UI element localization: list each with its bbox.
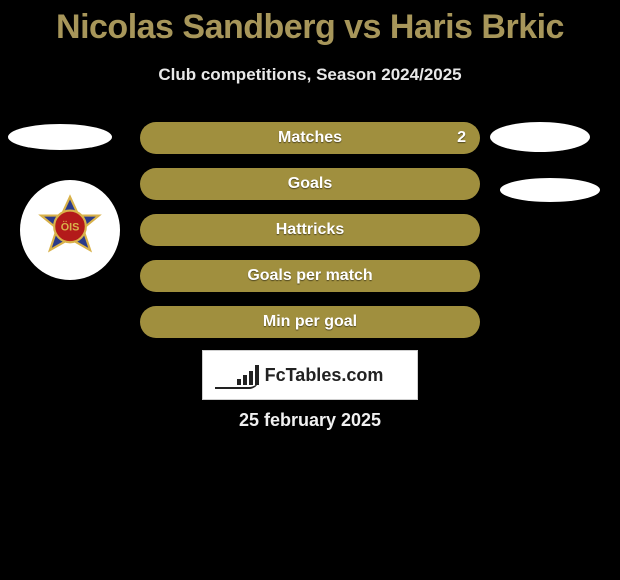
attribution-box: FcTables.com (202, 350, 418, 400)
stat-pill: Hattricks (140, 214, 480, 246)
stat-label: Goals (288, 175, 332, 193)
swoosh-icon (215, 379, 259, 389)
subtitle: Club competitions, Season 2024/2025 (0, 65, 620, 85)
badge-circle: ÖIS (20, 180, 120, 280)
page-title: Nicolas Sandberg vs Haris Brkic (0, 0, 620, 47)
stat-value: 2 (457, 129, 466, 147)
decor-ellipse (8, 124, 112, 150)
badge-label: ÖIS (61, 221, 80, 234)
stat-pill: Goals (140, 168, 480, 200)
stat-label: Hattricks (276, 221, 344, 239)
date-label: 25 february 2025 (0, 410, 620, 431)
attribution-text: FcTables.com (265, 365, 384, 386)
stat-pill: Matches 2 (140, 122, 480, 154)
club-crest-icon: ÖIS (34, 194, 106, 266)
decor-ellipse (490, 122, 590, 152)
club-badge-left: ÖIS (20, 180, 120, 280)
stat-label: Matches (278, 129, 342, 147)
stat-label: Goals per match (247, 267, 372, 285)
stat-pill: Min per goal (140, 306, 480, 338)
stat-label: Min per goal (263, 313, 357, 331)
stat-pill: Goals per match (140, 260, 480, 292)
decor-ellipse (500, 178, 600, 202)
